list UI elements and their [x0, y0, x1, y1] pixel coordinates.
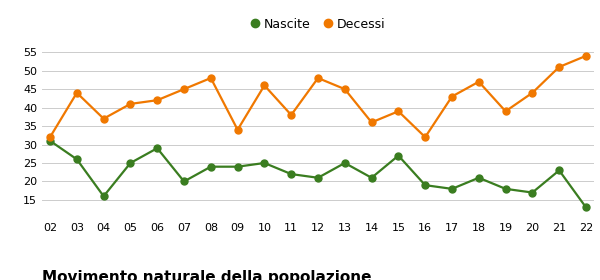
Text: Movimento naturale della popolazione: Movimento naturale della popolazione: [42, 270, 371, 280]
Legend: Nascite, Decessi: Nascite, Decessi: [245, 13, 391, 36]
